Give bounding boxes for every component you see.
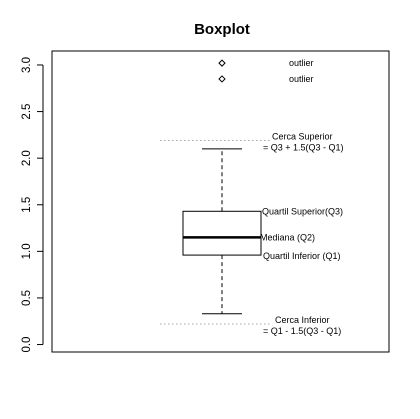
annotation-group: outlier outlier Cerca Superior= Q3 + 1.5(Q… xyxy=(260,58,344,336)
chart-title: Boxplot xyxy=(194,21,250,38)
box-iqr xyxy=(182,210,262,256)
lower-fence-formula: = Q1 - 1.5(Q3 - Q1) xyxy=(263,326,341,336)
outlier-point xyxy=(218,75,226,83)
y-tick-label: 3.0 xyxy=(21,57,33,73)
q1-label: Quartil Inferior (Q1) xyxy=(263,251,341,261)
y-tick-label: 2.0 xyxy=(21,150,33,166)
y-tick-label: 1.5 xyxy=(21,197,33,213)
boxplot-group xyxy=(182,59,262,315)
outlier-label: outlier xyxy=(289,58,314,68)
y-tick-label: 0.5 xyxy=(21,290,33,306)
outlier-label: outlier xyxy=(289,74,314,84)
plot-frame xyxy=(51,50,390,353)
y-tick-label: 0.0 xyxy=(21,337,33,353)
upper-fence-label: Cerca Superior xyxy=(272,131,333,141)
y-axis: 0.0 0.5 1.0 1.5 2.0 2.5 3.0 xyxy=(21,57,44,353)
outlier-point xyxy=(218,59,226,67)
q3-label: Quartil Superior(Q3) xyxy=(262,206,343,216)
y-tick-label: 2.5 xyxy=(21,104,33,120)
upper-fence-formula: = Q3 + 1.5(Q3 - Q1) xyxy=(263,142,344,152)
y-tick-label: 1.0 xyxy=(21,243,33,259)
median-label: Mediana (Q2) xyxy=(260,232,315,242)
lower-fence-label: Cerca Inferior xyxy=(275,315,330,325)
